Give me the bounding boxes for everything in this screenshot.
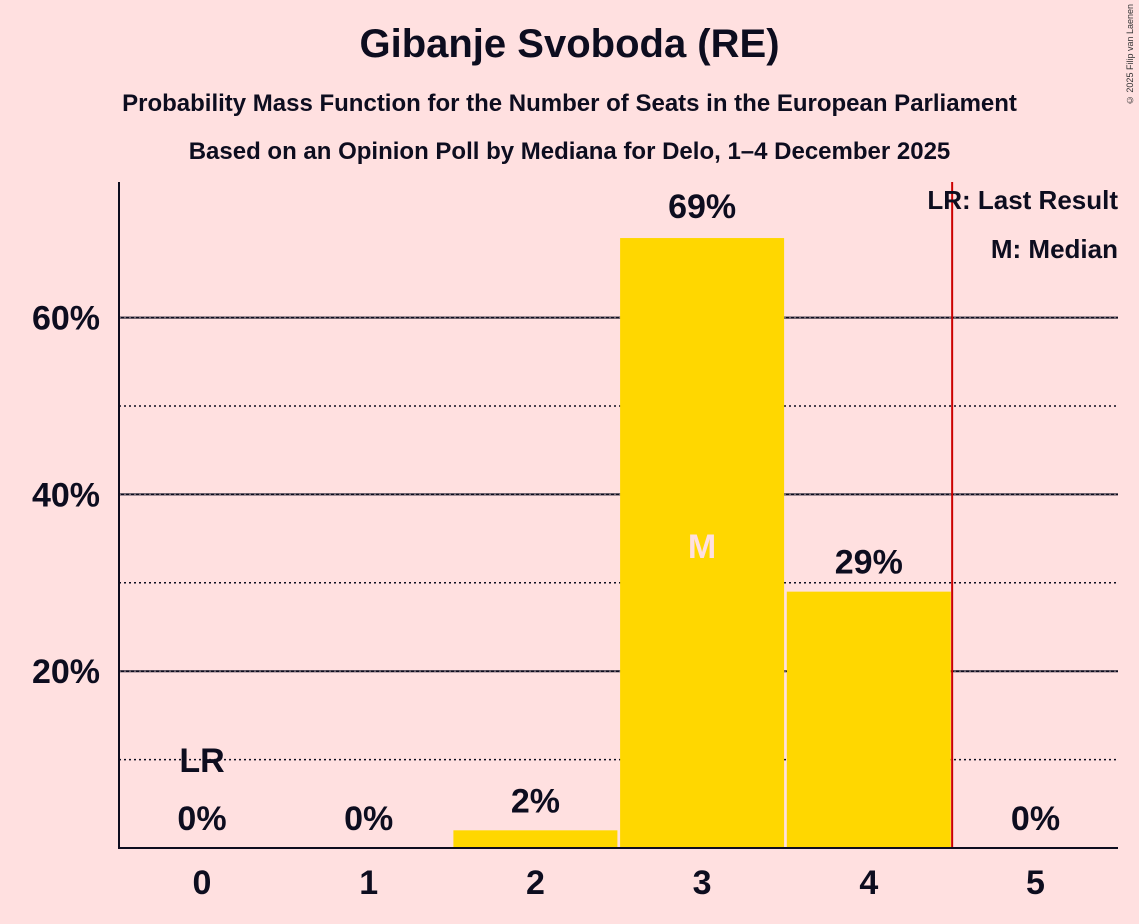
y-tick-label-40: 40% — [32, 476, 100, 514]
chart-source: Based on an Opinion Poll by Mediana for … — [188, 138, 951, 165]
legend: LR: Last Result M: Median — [927, 185, 1118, 264]
value-label-0: 0% — [177, 800, 226, 838]
value-label-3: 69% — [668, 188, 736, 226]
x-tick-label-1: 1 — [359, 864, 378, 902]
y-tick-label-20: 20% — [32, 653, 100, 691]
value-label-2: 2% — [511, 782, 560, 820]
bar-2 — [453, 830, 618, 848]
y-tick-label-60: 60% — [32, 300, 100, 338]
legend-median: M: Median — [991, 234, 1118, 264]
chart-subtitle: Probability Mass Function for the Number… — [122, 90, 1017, 117]
x-tick-label-4: 4 — [859, 864, 878, 902]
bar-3 — [620, 238, 785, 849]
axes: 20% 40% 60% 0 1 2 3 4 5 — [32, 182, 1118, 902]
value-label-1: 0% — [344, 800, 393, 838]
x-tick-label-2: 2 — [526, 864, 545, 902]
gridlines — [119, 316, 1118, 761]
value-label-5: 0% — [1011, 800, 1060, 838]
x-tick-label-0: 0 — [193, 864, 212, 902]
bar-4 — [786, 591, 951, 848]
last-result-marker: LR — [179, 742, 224, 780]
legend-last-result: LR: Last Result — [927, 185, 1118, 215]
value-label-4: 29% — [835, 544, 903, 582]
value-labels: 0% 0% 2% 69% 29% 0% M LR — [177, 188, 1060, 838]
chart-title: Gibanje Svoboda (RE) — [359, 22, 780, 66]
x-tick-label-3: 3 — [693, 864, 712, 902]
x-tick-label-5: 5 — [1026, 864, 1045, 902]
median-marker: M — [688, 528, 716, 566]
bars — [453, 238, 951, 849]
